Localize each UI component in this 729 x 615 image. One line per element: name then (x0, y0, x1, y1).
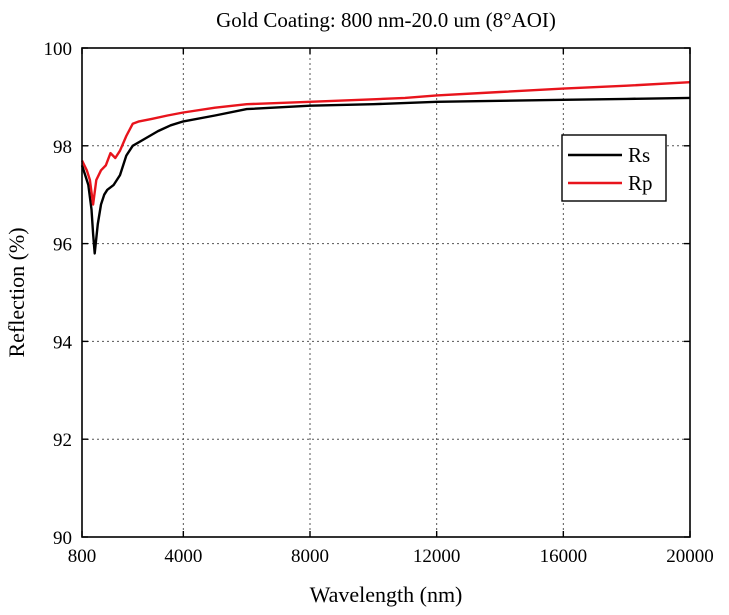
plot-frame (81, 47, 691, 538)
y-tick-label: 100 (44, 39, 73, 60)
x-axis-title: Wavelength (nm) (310, 582, 463, 607)
tick-layer: 800 4000 8000 12000 16000 20000 90 92 94 96 98 100 (44, 39, 714, 567)
legend: Rs Rp (561, 134, 667, 202)
y-tick-label: 90 (53, 528, 72, 549)
series-line-rs (80, 96, 691, 255)
legend-box (561, 134, 667, 202)
x-tick-label: 800 (68, 546, 97, 567)
y-tick-label: 92 (53, 430, 72, 451)
x-tick-label: 4000 (164, 546, 202, 567)
legend-label-rs: Rs (628, 143, 650, 167)
x-tick-label: 12000 (413, 546, 461, 567)
y-tick-label: 94 (53, 332, 73, 353)
y-axis-title: Reflection (%) (4, 227, 29, 357)
x-tick-label: 20000 (666, 546, 714, 567)
series-layer (80, 81, 691, 255)
series-line-rp (80, 81, 691, 206)
x-tick-label: 8000 (291, 546, 329, 567)
y-tick-label: 98 (53, 137, 72, 158)
gridlines (82, 48, 690, 537)
y-tick-label: 96 (53, 235, 72, 256)
chart-title: Gold Coating: 800 nm-20.0 um (8°AOI) (216, 8, 556, 32)
x-tick-label: 16000 (540, 546, 588, 567)
legend-label-rp: Rp (628, 171, 653, 195)
